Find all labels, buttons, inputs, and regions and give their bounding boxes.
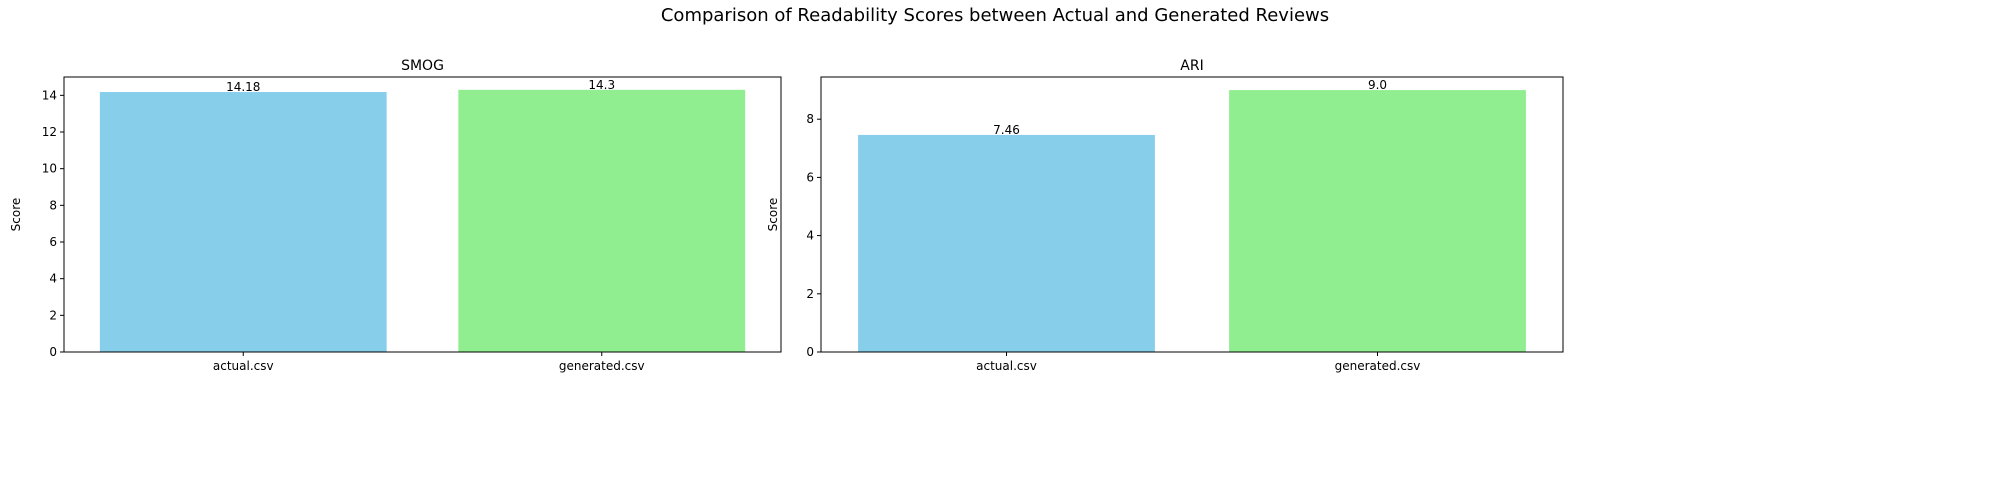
y-tick-label: 6 xyxy=(49,235,57,249)
y-axis-label: Score xyxy=(9,198,23,232)
subplot-title: SMOG xyxy=(401,58,444,74)
y-tick-label: 2 xyxy=(806,287,814,301)
bar-actual-csv xyxy=(858,134,1155,352)
axes-frame xyxy=(63,76,782,353)
bar-generated-csv xyxy=(458,89,746,352)
y-tick-label: 4 xyxy=(806,229,814,243)
y-axis-label: Score xyxy=(766,198,780,232)
bar-value-label: 14.3 xyxy=(588,78,615,92)
y-tick-label: 4 xyxy=(49,272,57,286)
x-tick-label: actual.csv xyxy=(976,359,1037,373)
x-tick-label: actual.csv xyxy=(213,359,274,373)
y-tick-label: 6 xyxy=(806,170,814,184)
y-tick-label: 10 xyxy=(42,162,57,176)
y-tick-label: 8 xyxy=(49,198,57,212)
bar-value-label: 14.18 xyxy=(226,80,260,94)
y-tick-label: 2 xyxy=(49,308,57,322)
ari-subplot: 7.46 actual.csv 9.0 generated.csv 0 2 4 6 8 ARI Sc… xyxy=(766,58,1564,373)
bar-value-label: 9.0 xyxy=(1368,78,1387,92)
y-tick-label: 8 xyxy=(806,112,814,126)
x-tick-label: generated.csv xyxy=(559,359,645,373)
y-tick-label: 14 xyxy=(42,88,57,102)
bar-actual-csv xyxy=(99,92,387,352)
bar-value-label: 7.46 xyxy=(993,123,1020,137)
subplot-title: ARI xyxy=(1180,58,1203,74)
axes-frame xyxy=(820,76,1564,353)
y-tick-label: 0 xyxy=(49,345,57,359)
x-tick-label: generated.csv xyxy=(1335,359,1421,373)
figure-title: Comparison of Readability Scores between… xyxy=(660,5,1330,26)
smog-subplot: 14.18 actual.csv 14.3 generated.csv 0 2 4 6 8 10 1… xyxy=(9,58,782,373)
bar-generated-csv xyxy=(1229,90,1526,352)
y-tick-label: 12 xyxy=(42,125,57,139)
y-tick-label: 0 xyxy=(806,345,814,359)
